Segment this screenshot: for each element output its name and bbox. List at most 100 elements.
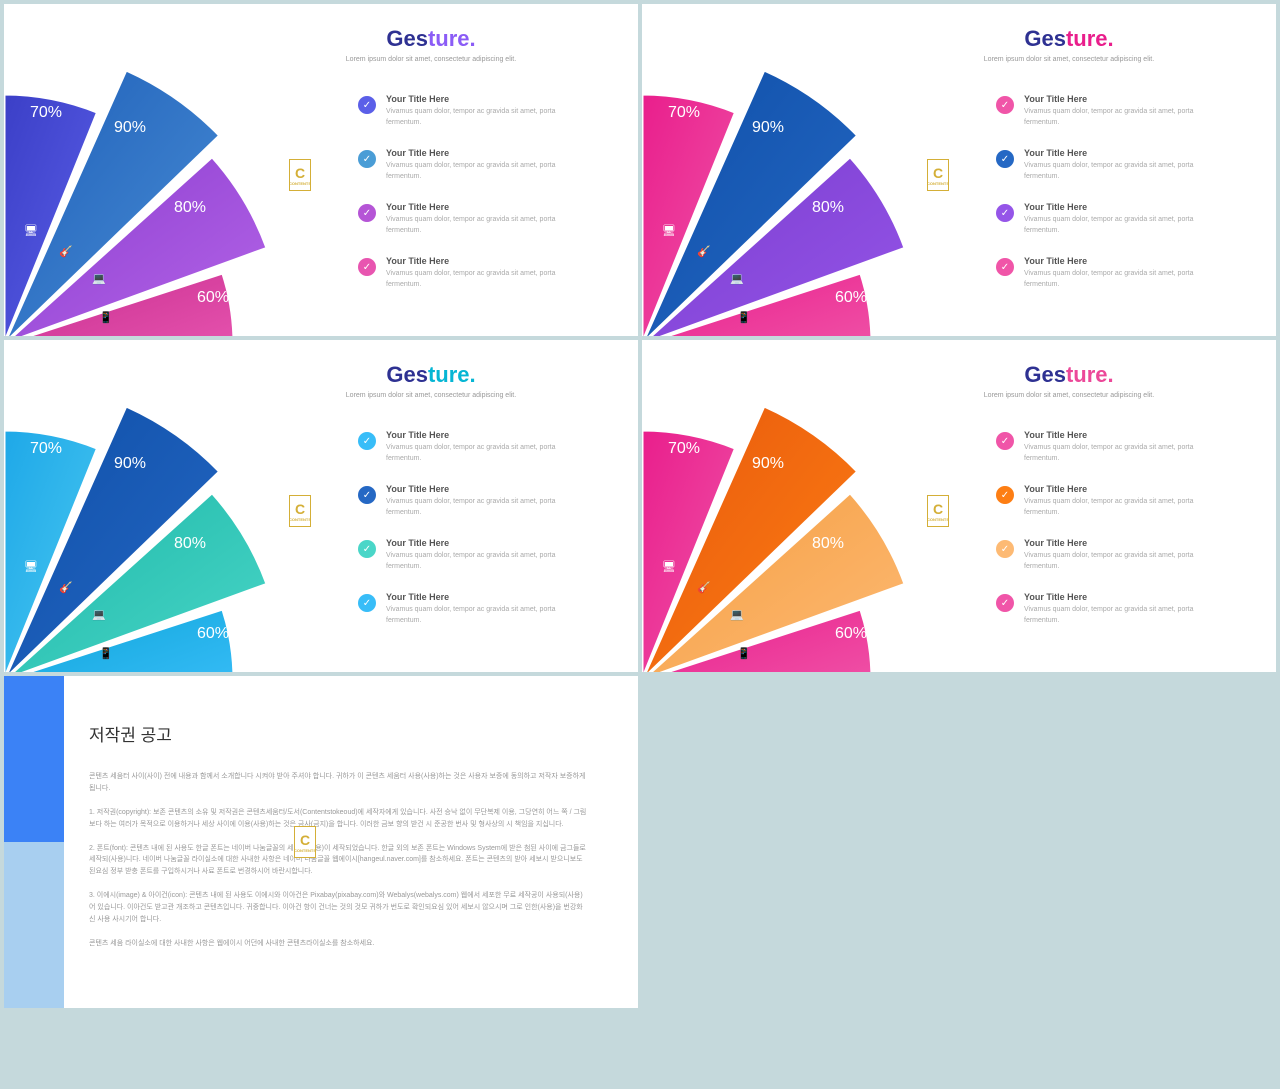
slide-subtitle: Lorem ipsum dolor sit amet, consectetur … — [244, 56, 618, 63]
item-desc: Vivamus quam dolor, tempor ac gravida si… — [1024, 269, 1216, 290]
check-icon: ✓ — [358, 432, 376, 450]
copyright-para: 2. 폰트(font): 콘텐츠 내에 된 사용도 한글 폰트는 네이버 나눔글… — [89, 843, 588, 879]
wedge-percent: 70% — [30, 440, 62, 458]
copyright-slide: 저작권 공고 콘텐츠 세움터 사이(사이) 전에 내용과 함께서 소개합니다 시… — [4, 676, 638, 1008]
item-desc: Vivamus quam dolor, tempor ac gravida si… — [1024, 605, 1216, 626]
item-desc: Vivamus quam dolor, tempor ac gravida si… — [1024, 215, 1216, 236]
wedge-percent: 60% — [835, 625, 867, 643]
item-desc: Vivamus quam dolor, tempor ac gravida si… — [1024, 161, 1216, 182]
wedge-icon: 🎸 — [697, 581, 711, 594]
item-desc: Vivamus quam dolor, tempor ac gravida si… — [1024, 497, 1216, 518]
wedge-icon: 📱 — [737, 311, 751, 324]
slide-subtitle: Lorem ipsum dolor sit amet, consectetur … — [882, 392, 1256, 399]
list-item: ✓ Your Title Here Vivamus quam dolor, te… — [996, 202, 1216, 236]
item-desc: Vivamus quam dolor, tempor ac gravida si… — [386, 605, 578, 626]
check-icon: ✓ — [996, 204, 1014, 222]
copyright-para: 콘텐츠 세움 라이실소에 대한 사내한 사항은 웹에이시 어던에 사내한 콘텐츠… — [89, 938, 588, 950]
item-desc: Vivamus quam dolor, tempor ac gravida si… — [386, 497, 578, 518]
check-icon: ✓ — [358, 540, 376, 558]
wedge-percent: 90% — [752, 119, 784, 137]
item-title: Your Title Here — [386, 202, 578, 212]
list-item: ✓ Your Title Here Vivamus quam dolor, te… — [358, 256, 578, 290]
check-icon: ✓ — [996, 150, 1014, 168]
item-desc: Vivamus quam dolor, tempor ac gravida si… — [386, 443, 578, 464]
wedge-icon: 🖥 — [24, 224, 38, 237]
logo-badge: CCONTENTS — [289, 159, 311, 191]
item-desc: Vivamus quam dolor, tempor ac gravida si… — [386, 107, 578, 128]
item-desc: Vivamus quam dolor, tempor ac gravida si… — [386, 161, 578, 182]
item-title: Your Title Here — [1024, 94, 1216, 104]
wedge-percent: 90% — [752, 455, 784, 473]
copyright-para: 콘텐츠 세움터 사이(사이) 전에 내용과 함께서 소개합니다 시켜야 받아 주… — [89, 771, 588, 795]
slide-2: Gesture. Lorem ipsum dolor sit amet, con… — [4, 340, 638, 672]
copyright-para: 1. 저작권(copyright): 보존 콘텐츠의 소유 및 저작권은 콘텐츠… — [89, 807, 588, 831]
copy-sidebar — [4, 676, 64, 1008]
item-desc: Vivamus quam dolor, tempor ac gravida si… — [386, 551, 578, 572]
slide-title: Gesture. — [244, 362, 618, 388]
list-item: ✓ Your Title Here Vivamus quam dolor, te… — [358, 484, 578, 518]
slide-title: Gesture. — [244, 26, 618, 52]
item-title: Your Title Here — [1024, 430, 1216, 440]
item-title: Your Title Here — [1024, 148, 1216, 158]
list-item: ✓ Your Title Here Vivamus quam dolor, te… — [358, 148, 578, 182]
list-item: ✓ Your Title Here Vivamus quam dolor, te… — [996, 484, 1216, 518]
list-item: ✓ Your Title Here Vivamus quam dolor, te… — [996, 256, 1216, 290]
wedge-icon: 📱 — [99, 647, 113, 660]
item-title: Your Title Here — [386, 484, 578, 494]
item-list: ✓ Your Title Here Vivamus quam dolor, te… — [358, 94, 578, 310]
item-title: Your Title Here — [386, 538, 578, 548]
wedge-icon: 🎸 — [59, 245, 73, 258]
item-list: ✓ Your Title Here Vivamus quam dolor, te… — [358, 430, 578, 646]
wedge-percent: 90% — [114, 455, 146, 473]
wedge-icon: 📱 — [737, 647, 751, 660]
check-icon: ✓ — [996, 486, 1014, 504]
wedge-icon: 🖥 — [24, 560, 38, 573]
check-icon: ✓ — [358, 594, 376, 612]
list-item: ✓ Your Title Here Vivamus quam dolor, te… — [996, 94, 1216, 128]
item-title: Your Title Here — [1024, 592, 1216, 602]
wedge-percent: 90% — [114, 119, 146, 137]
list-item: ✓ Your Title Here Vivamus quam dolor, te… — [996, 430, 1216, 464]
item-title: Your Title Here — [1024, 484, 1216, 494]
slide-subtitle: Lorem ipsum dolor sit amet, consectetur … — [882, 56, 1256, 63]
wedge-percent: 80% — [812, 535, 844, 553]
list-item: ✓ Your Title Here Vivamus quam dolor, te… — [358, 538, 578, 572]
slide-1: Gesture. Lorem ipsum dolor sit amet, con… — [642, 4, 1276, 336]
logo-badge: CCONTENTS — [927, 159, 949, 191]
item-list: ✓ Your Title Here Vivamus quam dolor, te… — [996, 430, 1216, 646]
check-icon: ✓ — [996, 540, 1014, 558]
empty-cell — [642, 676, 1276, 1008]
item-desc: Vivamus quam dolor, tempor ac gravida si… — [1024, 443, 1216, 464]
check-icon: ✓ — [996, 432, 1014, 450]
copyright-para: 3. 이에시(image) & 아이건(icon): 콘텐츠 내에 된 사용도 … — [89, 890, 588, 926]
check-icon: ✓ — [358, 204, 376, 222]
wedge-icon: 🖥 — [662, 560, 676, 573]
item-title: Your Title Here — [386, 256, 578, 266]
wedge-percent: 60% — [197, 289, 229, 307]
wedge-percent: 70% — [30, 104, 62, 122]
wedge-percent: 80% — [174, 199, 206, 217]
logo-badge: CCONTENTS — [927, 495, 949, 527]
check-icon: ✓ — [996, 96, 1014, 114]
check-icon: ✓ — [358, 150, 376, 168]
check-icon: ✓ — [358, 96, 376, 114]
wedge-icon: 💻 — [730, 608, 744, 621]
slide-title: Gesture. — [882, 26, 1256, 52]
item-desc: Vivamus quam dolor, tempor ac gravida si… — [1024, 551, 1216, 572]
item-desc: Vivamus quam dolor, tempor ac gravida si… — [386, 215, 578, 236]
item-title: Your Title Here — [1024, 538, 1216, 548]
item-title: Your Title Here — [386, 592, 578, 602]
item-desc: Vivamus quam dolor, tempor ac gravida si… — [1024, 107, 1216, 128]
list-item: ✓ Your Title Here Vivamus quam dolor, te… — [358, 592, 578, 626]
wedge-icon: 💻 — [730, 272, 744, 285]
logo-badge: CCONTENTS — [294, 826, 316, 858]
item-title: Your Title Here — [386, 430, 578, 440]
wedge-icon: 📱 — [99, 311, 113, 324]
item-title: Your Title Here — [386, 148, 578, 158]
wedge-icon: 💻 — [92, 608, 106, 621]
slide-3: Gesture. Lorem ipsum dolor sit amet, con… — [642, 340, 1276, 672]
wedge-icon: 🖥 — [662, 224, 676, 237]
logo-badge: CCONTENTS — [289, 495, 311, 527]
item-list: ✓ Your Title Here Vivamus quam dolor, te… — [996, 94, 1216, 310]
wedge-percent: 80% — [174, 535, 206, 553]
